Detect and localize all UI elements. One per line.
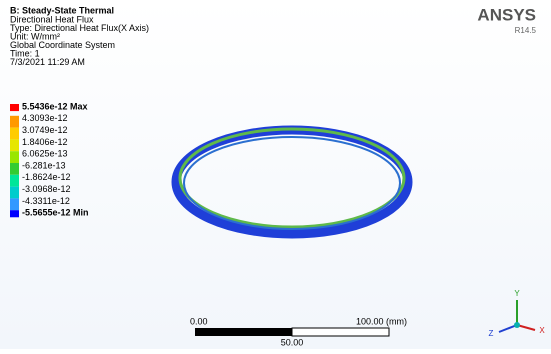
- legend-swatch: [10, 139, 19, 151]
- scale-mid: 50.00: [281, 337, 304, 347]
- scale-start: 0.00: [190, 316, 208, 326]
- legend-label: -6.281e-13: [22, 160, 66, 170]
- legend-label: 5.5436e-12 Max: [22, 101, 88, 111]
- legend-label: -5.5655e-12 Min: [22, 208, 89, 218]
- legend-swatch: [10, 198, 19, 210]
- legend-swatch: [10, 151, 19, 163]
- legend-label: -3.0968e-12: [22, 184, 71, 194]
- triad-z-label: Z: [489, 329, 494, 338]
- legend-label: -4.3311e-12: [22, 196, 70, 206]
- triad-x-label: X: [539, 326, 545, 335]
- triad-y-label: Y: [514, 289, 520, 298]
- triad-origin: [514, 322, 520, 328]
- viewport: B: Steady-State Thermal Directional Heat…: [0, 0, 551, 349]
- legend-swatch: [10, 128, 19, 140]
- legend-label: 1.8406e-12: [22, 137, 68, 147]
- legend-swatch: [10, 116, 19, 128]
- legend-swatch: [10, 187, 19, 199]
- scale-end: 100.00 (mm): [356, 316, 407, 326]
- legend-label: 4.3093e-12: [22, 113, 68, 123]
- legend-swatch: [10, 210, 19, 217]
- header-line: 7/3/2021 11:29 AM: [10, 57, 85, 67]
- legend-label: 3.0749e-12: [22, 125, 68, 135]
- page: B: Steady-State Thermal Directional Heat…: [0, 0, 551, 349]
- legend-swatch: [10, 163, 19, 175]
- background: [0, 0, 551, 349]
- legend-swatch: [10, 175, 19, 187]
- scale-bar-black: [195, 328, 292, 336]
- logo-version: R14.5: [515, 26, 537, 35]
- legend-label: 6.0625e-13: [22, 149, 68, 159]
- legend-swatch: [10, 104, 19, 111]
- legend-label: -1.8624e-12: [22, 172, 71, 182]
- logo: ANSYS: [477, 5, 536, 24]
- scale-bar-white: [292, 328, 389, 336]
